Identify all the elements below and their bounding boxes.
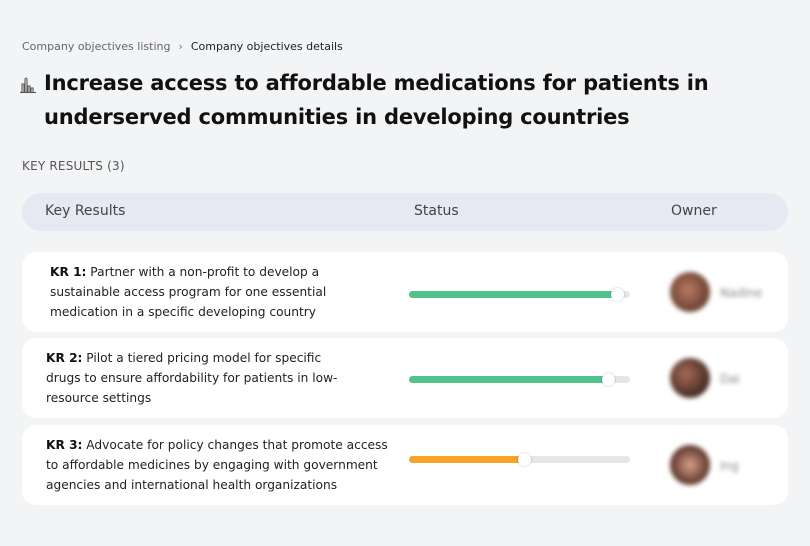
kr-id: KR 2: [46, 351, 83, 365]
avatar [670, 445, 710, 485]
kr-id: KR 3: [46, 438, 83, 452]
owner-name: Ing [720, 459, 739, 473]
progress-bar [409, 373, 630, 386]
owner-name: Nadine [720, 286, 763, 300]
breadcrumb-link-listing[interactable]: Company objectives listing [22, 40, 171, 53]
building-chart-icon [20, 77, 36, 94]
table-row[interactable]: KR 3: Advocate for policy changes that p… [22, 425, 788, 505]
breadcrumb-current: Company objectives details [190, 40, 343, 53]
kr-description: KR 1: Partner with a non-profit to devel… [50, 265, 327, 319]
key-results-count: KEY RESULTS (3) [22, 159, 125, 173]
objective-header: Increase access to affordable medication… [18, 66, 764, 134]
page-title: Increase access to affordable medication… [44, 71, 709, 129]
chevron-right-icon: › [178, 40, 183, 53]
column-header-owner: Owner [671, 203, 717, 219]
column-header-key-results: Key Results [45, 203, 126, 219]
progress-fill [409, 291, 617, 298]
progress-thumb [601, 373, 615, 386]
column-header-status: Status [414, 203, 459, 219]
owner-name: Dai [720, 372, 740, 386]
avatar [670, 272, 710, 312]
kr-description: KR 3: Advocate for policy changes that p… [46, 438, 388, 492]
progress-fill [409, 376, 608, 383]
progress-thumb [610, 288, 624, 301]
kr-id: KR 1: [50, 265, 87, 279]
table-row[interactable]: KR 1: Partner with a non-profit to devel… [22, 252, 788, 332]
breadcrumb: Company objectives listing › Company obj… [22, 40, 343, 53]
table-row[interactable]: KR 2: Pilot a tiered pricing model for s… [22, 338, 788, 418]
progress-bar [409, 288, 630, 301]
kr-description: KR 2: Pilot a tiered pricing model for s… [46, 351, 338, 405]
table-header: Key Results Status Owner [22, 193, 788, 231]
progress-fill [409, 456, 524, 463]
avatar [670, 358, 710, 398]
progress-thumb [517, 453, 531, 466]
progress-bar [409, 453, 630, 466]
